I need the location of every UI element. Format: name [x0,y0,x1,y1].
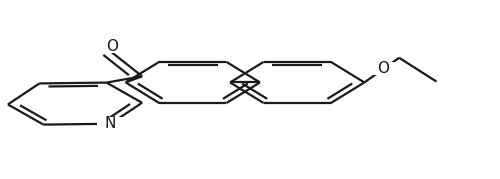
Text: O: O [106,39,118,54]
Bar [100,40,124,53]
Bar [97,117,124,131]
Text: O: O [377,61,389,76]
Bar [370,62,395,75]
Text: N: N [105,116,116,131]
